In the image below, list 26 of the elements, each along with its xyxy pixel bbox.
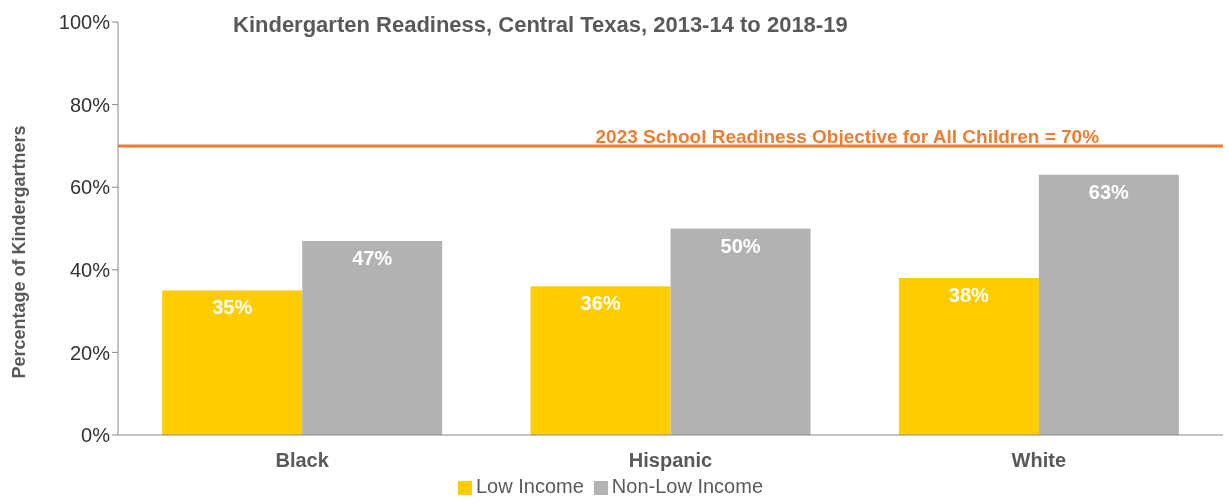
bar xyxy=(1038,174,1179,435)
data-label: 35% xyxy=(212,296,253,319)
y-tick-label: 0% xyxy=(81,424,111,447)
data-label: 47% xyxy=(352,246,393,269)
bar xyxy=(162,290,303,435)
ref-line-label: 2023 School Readiness Objective for All Children = 70% xyxy=(595,125,1100,147)
bar xyxy=(302,240,443,435)
bar xyxy=(898,278,1039,435)
x-tick-label: Hispanic xyxy=(628,449,713,472)
data-label: 38% xyxy=(948,284,990,307)
legend-label: Low Income xyxy=(475,475,584,497)
legend-label: Non-Low Income xyxy=(611,475,764,497)
x-tick-label: Black xyxy=(275,449,330,472)
data-label: 50% xyxy=(720,234,761,257)
y-tick-label: 60% xyxy=(69,176,111,199)
bar xyxy=(530,286,671,435)
y-tick-label: 20% xyxy=(69,341,111,364)
data-label: 63% xyxy=(1088,180,1130,203)
data-label: 36% xyxy=(580,292,621,315)
y-tick-label: 100% xyxy=(58,11,111,34)
y-tick-label: 80% xyxy=(69,93,111,116)
x-tick-label: White xyxy=(1011,449,1067,472)
bar xyxy=(670,228,811,435)
y-tick-label: 40% xyxy=(69,258,111,281)
chart-title: Kindergarten Readiness, Central Texas, 2013-14 to 2018-19 xyxy=(233,12,848,38)
y-axis-title: Percentage of Kindergartners xyxy=(9,125,30,379)
